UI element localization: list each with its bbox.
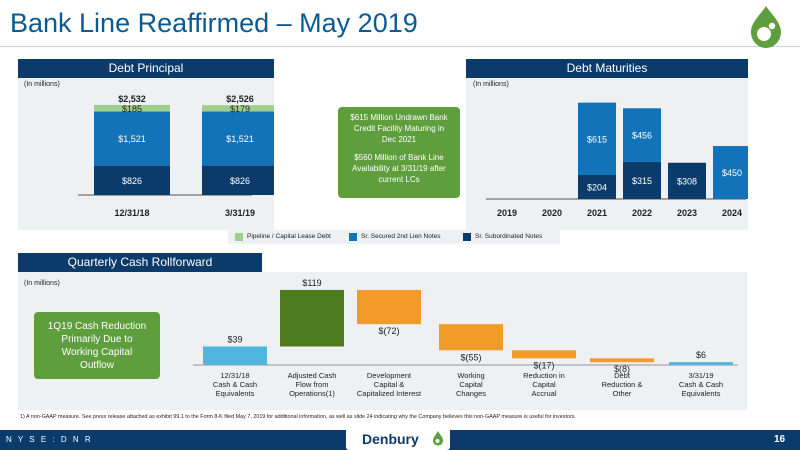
waterfall-category-label: Cash & Cash	[679, 380, 723, 389]
title-divider	[0, 46, 800, 47]
waterfall-value-label: $(55)	[460, 352, 481, 362]
legend-swatch-secured	[349, 233, 357, 241]
waterfall-category-label: Accrual	[531, 389, 556, 398]
waterfall-category-label: Reduction in	[523, 371, 565, 380]
debt-maturities-tab: Debt Maturities	[466, 59, 748, 78]
waterfall-category-label: Adjusted Cash	[288, 371, 337, 380]
waterfall-category-label: Cash & Cash	[213, 380, 257, 389]
waterfall-category-label: Capital &	[374, 380, 404, 389]
waterfall-bar-6	[669, 362, 733, 365]
page-number: 16	[774, 434, 786, 445]
waterfall-category-label: 12/31/18	[220, 371, 249, 380]
debt-maturities-units: (In millions)	[473, 81, 509, 88]
waterfall-category-label: Flow from	[296, 380, 329, 389]
maturities-x-tick: 2023	[677, 208, 697, 218]
maturities-bar-5-1	[713, 146, 748, 199]
waterfall-value-label: $(17)	[533, 360, 554, 370]
principal-bar-label: $1,521	[226, 134, 254, 144]
principal-bar-1-0	[202, 165, 274, 195]
principal-bar-label: $826	[122, 176, 142, 186]
waterfall-value-label: $6	[696, 350, 706, 360]
maturities-x-tick: 2022	[632, 208, 652, 218]
page-title: Bank Line Reaffirmed – May 2019	[10, 8, 418, 38]
debt-principal-tab: Debt Principal	[18, 59, 274, 78]
waterfall-category-label: Equivalents	[682, 389, 721, 398]
bank-callout-line2: $560 Million of Bank Line Availability a…	[352, 153, 446, 184]
maturities-bar-label: $204	[587, 183, 607, 193]
footnote: 1) A non-GAAP measure. See press release…	[20, 414, 576, 420]
waterfall-category-label: Capital	[532, 380, 556, 389]
legend: Pipeline / Capital Lease Debt Sr. Secure…	[228, 230, 560, 244]
principal-bar-0-2	[94, 104, 170, 112]
bank-callout-box: $615 Million Undrawn Bank Credit Facilit…	[338, 107, 460, 198]
waterfall-bar-2	[357, 289, 421, 325]
denbury-logo-icon	[751, 6, 781, 48]
legend-label-secured: Sr. Secured 2nd Lien Notes	[361, 233, 441, 240]
waterfall-value-label: $(72)	[378, 326, 399, 336]
maturities-bar-3-1	[623, 108, 661, 162]
maturities-bar-2-0	[578, 175, 616, 199]
footer-brand-name: Denbury	[362, 431, 419, 447]
waterfall-category-label: 3/31/19	[688, 371, 713, 380]
waterfall-bar-0	[203, 346, 267, 365]
bank-callout-line1: $615 Million Undrawn Bank Credit Facilit…	[350, 113, 448, 144]
footer-drop-icon	[433, 431, 443, 446]
footer-brand-box: Denbury	[346, 428, 450, 450]
maturities-x-tick: 2024	[722, 208, 742, 218]
waterfall-bar-5	[590, 358, 654, 363]
maturities-bar-4-0	[668, 162, 706, 199]
legend-label-pipeline: Pipeline / Capital Lease Debt	[247, 233, 331, 240]
principal-bar-1-2	[202, 105, 274, 112]
principal-bar-label: $826	[230, 176, 250, 186]
principal-bar-label: $1,521	[118, 134, 146, 144]
waterfall-category-label: Development	[367, 371, 412, 380]
waterfall-value-label: $119	[302, 278, 321, 288]
maturities-bar-label: $308	[677, 176, 697, 186]
maturities-x-tick: 2019	[497, 208, 517, 218]
principal-x-tick: 12/31/18	[114, 208, 149, 218]
waterfall-category-label: Capitalized Interest	[357, 389, 422, 398]
waterfall-category-label: Other	[613, 389, 632, 398]
waterfall-bar-4	[512, 350, 576, 359]
waterfall-bar-1	[280, 289, 344, 347]
cash-callout-text: 1Q19 Cash Reduction Primarily Due to Wor…	[47, 320, 147, 371]
principal-bar-0-0	[94, 165, 170, 195]
maturities-bar-label: $450	[722, 168, 742, 178]
waterfall-value-label: $39	[227, 334, 242, 344]
maturities-x-tick: 2020	[542, 208, 562, 218]
waterfall-value-label: $(8)	[614, 364, 630, 374]
waterfall-bar-3	[439, 324, 503, 351]
principal-bar-label: $185	[122, 104, 142, 114]
waterfall-category-label: Reduction &	[602, 380, 643, 389]
waterfall-category-label: Operations(1)	[289, 389, 335, 398]
principal-bar-label: $179	[230, 104, 250, 114]
principal-total-label: $2,532	[118, 94, 146, 104]
waterfall-category-label: Changes	[456, 389, 486, 398]
maturities-bar-label: $615	[587, 134, 607, 144]
cash-callout-box: 1Q19 Cash Reduction Primarily Due to Wor…	[34, 312, 160, 379]
cash-rollforward-tab: Quarterly Cash Rollforward	[18, 253, 262, 272]
debt-principal-units: (In millions)	[24, 81, 60, 88]
maturities-bar-label: $456	[632, 131, 652, 141]
legend-label-subordinated: Sr. Subordinated Notes	[475, 233, 543, 240]
waterfall-category-label: Capital	[459, 380, 483, 389]
principal-bar-1-1	[202, 111, 274, 166]
debt-principal-chart: $826 $1,521 $185$2,532 12/31/18 $826 $1,521 $1…	[78, 94, 274, 218]
waterfall-category-label: Working	[457, 371, 484, 380]
waterfall-category-label: Equivalents	[216, 389, 255, 398]
maturities-bar-3-0	[623, 161, 661, 199]
maturities-x-tick: 2021	[587, 208, 607, 218]
principal-bar-0-1	[94, 111, 170, 166]
maturities-bar-2-1	[578, 102, 616, 175]
cash-rollforward-units: (In millions)	[24, 280, 60, 287]
waterfall-category-label: Debt	[614, 371, 631, 380]
ticker-label: N Y S E : D N R	[6, 435, 93, 444]
maturities-bar-label: $315	[632, 176, 652, 186]
principal-total-label: $2,526	[226, 94, 254, 104]
debt-maturities-chart: 2019 2020 $204 $615 2021 $315 $456 2022 $308 2023…	[486, 102, 748, 218]
legend-swatch-pipeline	[235, 233, 243, 241]
legend-swatch-subordinated	[463, 233, 471, 241]
principal-x-tick: 3/31/19	[225, 208, 255, 218]
